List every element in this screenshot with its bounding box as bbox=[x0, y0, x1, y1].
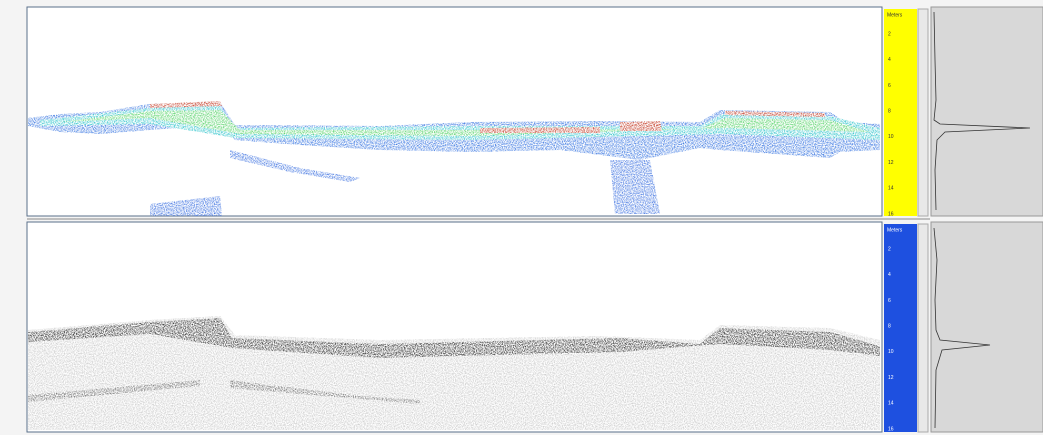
profile-panel bbox=[931, 7, 1043, 216]
tick-label: 6 bbox=[888, 83, 891, 89]
tick-label: 8 bbox=[888, 323, 891, 329]
scrollbar[interactable] bbox=[918, 9, 928, 216]
scrollbar[interactable] bbox=[918, 224, 928, 432]
scale-label: Meters bbox=[887, 227, 903, 233]
tick-label: 10 bbox=[888, 134, 894, 140]
tick-label: 2 bbox=[888, 31, 891, 37]
tick-label: 14 bbox=[888, 401, 894, 407]
scale-label: Meters bbox=[887, 12, 903, 18]
tick-label: 2 bbox=[888, 246, 891, 252]
tick-label: 12 bbox=[888, 160, 894, 166]
echogram-view: Meters 2 4 6 8 10 12 14 16 Meters 2 4 6 8 10 12 14 16 bbox=[0, 0, 1043, 435]
echogram-window: Meters 2 4 6 8 10 12 14 16 Meters 2 4 6 8 10 12 14 16 bbox=[0, 0, 1043, 435]
tick-label: 4 bbox=[888, 57, 891, 63]
tick-label: 10 bbox=[888, 349, 894, 355]
tick-label: 8 bbox=[888, 108, 891, 114]
profile-panel bbox=[931, 222, 1043, 432]
tick-label: 4 bbox=[888, 272, 891, 278]
tick-label: 14 bbox=[888, 186, 894, 192]
tick-label: 16 bbox=[888, 211, 894, 217]
tick-label: 16 bbox=[888, 426, 894, 432]
tick-label: 6 bbox=[888, 298, 891, 304]
tick-label: 12 bbox=[888, 375, 894, 381]
